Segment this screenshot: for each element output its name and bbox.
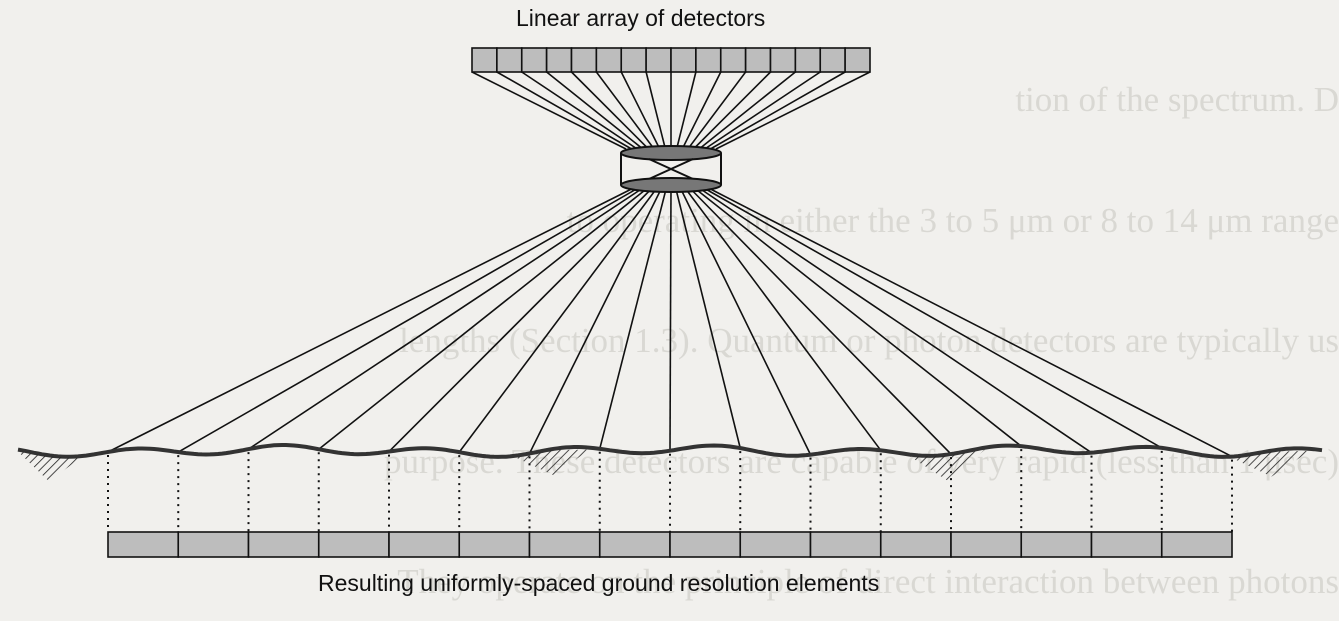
lens (620, 145, 722, 193)
background-text-line: They operate on the principle of direct … (397, 562, 1339, 601)
detector-cell (471, 47, 498, 73)
upper-projection-line (471, 71, 627, 150)
ground-line (17, 443, 1323, 459)
ground-resolution-element (388, 531, 461, 558)
detector-cell (819, 47, 846, 73)
ground-resolution-element (1090, 531, 1163, 558)
lower-projection-line (458, 187, 658, 453)
lower-projection-line (107, 187, 634, 453)
background-text-line: tion of the spectrum. D (1015, 80, 1339, 119)
projection-lines (107, 71, 1233, 458)
upper-projection-line (704, 71, 821, 150)
lower-projection-line (177, 187, 639, 453)
ground-resolution-element (879, 531, 952, 558)
detector-cell (719, 47, 747, 73)
lower-projection-line (388, 187, 653, 453)
upper-projection-line (570, 71, 650, 150)
upper-projection-line (546, 71, 644, 150)
upper-projection-line (620, 71, 661, 150)
lower-projection-line (674, 187, 742, 449)
lower-projection-line (669, 187, 672, 451)
upper-projection-line (709, 71, 846, 150)
ground-hatch (18, 451, 80, 482)
ground-resolution-element (669, 531, 742, 558)
lens-cross (648, 158, 694, 180)
ground-surface (17, 443, 1323, 482)
lower-projection-line (698, 187, 1092, 454)
lower-projection-line (689, 187, 952, 455)
detector-cell (744, 47, 772, 73)
ground-resolution-element (107, 531, 180, 558)
ground-resolution-element (1020, 531, 1093, 558)
ground-resolution-element (598, 531, 671, 558)
upper-projection-line (496, 71, 633, 150)
detector-cell (545, 47, 573, 73)
lower-projection-line (703, 187, 1163, 449)
ground-resolution-element (809, 531, 882, 558)
lens-bottom (620, 177, 722, 193)
detector-array-caption: Linear array of detectors (516, 5, 766, 31)
detector-cell (695, 47, 722, 73)
lower-projection-line (679, 187, 812, 456)
ground-hatch (516, 449, 590, 475)
ground-resolution-element (528, 531, 601, 558)
detector-cell (769, 47, 797, 73)
ground-hatch (1233, 450, 1310, 477)
ground-resolution-element (950, 531, 1023, 558)
upper-projection-line (681, 71, 722, 150)
ground-resolution-element (458, 531, 531, 558)
vertical-dotted-lines (107, 449, 1233, 532)
lens-top (620, 145, 722, 161)
detector-cell (645, 47, 672, 73)
upper-projection-line (675, 71, 697, 150)
ground-resolution-element (739, 531, 812, 558)
upper-projection-line (645, 71, 667, 150)
ground-resolution-element (247, 531, 320, 558)
detector-cell (570, 47, 598, 73)
upper-projection-line (715, 71, 871, 150)
lower-projection-line (598, 187, 668, 449)
ground-resolution-bar (107, 531, 1233, 558)
background-text-line: purpose. These detectors are capable of … (384, 441, 1339, 481)
lower-projection-line (528, 187, 663, 454)
detector-cell (595, 47, 623, 73)
ground-resolution-element (317, 531, 390, 558)
detector-cell (520, 47, 548, 73)
detector-cell (620, 47, 647, 73)
lower-projection-line (248, 187, 644, 450)
lower-projection-line (693, 187, 1022, 447)
ground-elements-caption: Resulting uniformly-spaced ground resolu… (318, 570, 880, 596)
ground-resolution-element (1160, 531, 1233, 558)
upper-projection-line (595, 71, 655, 150)
lower-projection-line (318, 187, 649, 450)
upper-projection-line (692, 71, 772, 150)
lower-projection-line (708, 187, 1233, 458)
upper-projection-line (698, 71, 796, 150)
ground-hatch (910, 449, 985, 481)
detector-cell (844, 47, 871, 73)
detector-cell (670, 47, 697, 73)
ground-resolution-element (177, 531, 250, 558)
lower-projection-line (684, 187, 882, 451)
detector-cell (496, 47, 523, 73)
detector-cell (794, 47, 822, 73)
upper-projection-line (687, 71, 747, 150)
upper-projection-line (521, 71, 638, 150)
detector-array (471, 47, 871, 73)
